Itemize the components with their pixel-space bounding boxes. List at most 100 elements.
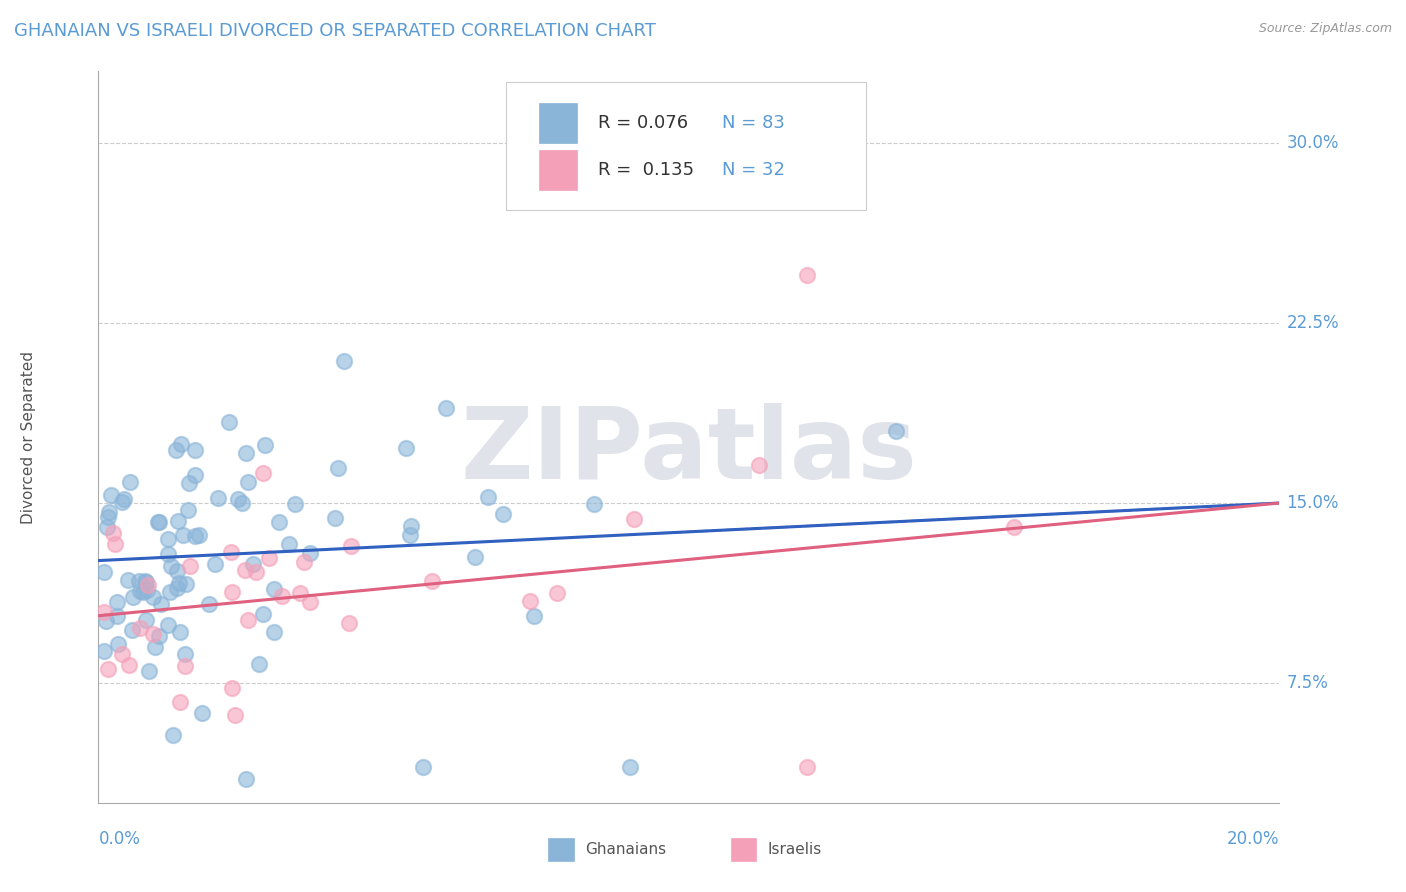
Point (105, 595, 128, 609)
Point (101, 526, 124, 541)
Point (142, 591, 165, 605)
Point (477, 490, 499, 504)
Point (93, 644, 115, 658)
Point (748, 458, 770, 472)
Point (420, 574, 443, 589)
Point (298, 595, 321, 609)
Point (148, 629, 170, 643)
Point (235, 446, 257, 460)
Point (142, 626, 165, 640)
Point (254, 438, 277, 452)
Point (166, 581, 188, 595)
Point (183, 529, 205, 543)
Point (122, 591, 145, 605)
Point (245, 565, 267, 579)
Point (134, 574, 156, 588)
Point (105, 608, 128, 623)
Point (339, 539, 361, 553)
Point (156, 533, 179, 547)
Text: Divorced or Separated: Divorced or Separated (21, 351, 35, 524)
Text: 22.5%: 22.5% (1286, 314, 1339, 332)
Point (157, 618, 180, 632)
Point (233, 563, 256, 577)
Text: 30.0%: 30.0% (1286, 135, 1339, 153)
Point (204, 558, 226, 572)
FancyBboxPatch shape (538, 150, 576, 190)
Point (169, 625, 191, 640)
Point (135, 613, 157, 627)
Point (519, 594, 541, 608)
Point (94, 614, 117, 628)
Point (235, 772, 257, 786)
Point (187, 528, 209, 542)
Point (236, 613, 259, 627)
Point (399, 528, 422, 542)
Point (143, 640, 166, 654)
Point (149, 597, 172, 611)
Point (184, 442, 207, 457)
Point (167, 514, 190, 528)
Point (174, 577, 197, 591)
Point (177, 475, 200, 490)
Point (96, 520, 118, 534)
Point (252, 467, 274, 481)
Point (129, 621, 152, 635)
Text: 15.0%: 15.0% (1286, 494, 1339, 512)
Point (100, 488, 122, 502)
Point (104, 536, 127, 550)
Point (190, 706, 212, 720)
Point (167, 575, 190, 590)
Text: N = 83: N = 83 (723, 114, 785, 132)
Point (1002, 520, 1025, 534)
Point (547, 586, 569, 600)
Point (111, 648, 134, 662)
Point (796, 268, 818, 283)
Point (146, 516, 169, 530)
Point (221, 545, 243, 559)
Point (263, 582, 285, 596)
FancyBboxPatch shape (506, 82, 866, 211)
Point (257, 551, 280, 566)
Point (231, 496, 253, 510)
Point (221, 585, 243, 599)
Point (337, 615, 360, 630)
FancyBboxPatch shape (538, 103, 576, 143)
Point (118, 475, 141, 489)
Point (97, 510, 120, 524)
Point (159, 585, 181, 599)
Point (263, 625, 285, 640)
Point (434, 401, 457, 416)
Point (332, 354, 354, 368)
Point (177, 503, 200, 517)
Point (226, 491, 249, 506)
Point (97, 505, 120, 519)
Point (131, 585, 153, 599)
Point (93, 565, 115, 579)
Point (183, 467, 205, 482)
Point (112, 491, 135, 506)
Point (162, 728, 184, 742)
Point (326, 460, 349, 475)
Point (174, 659, 197, 673)
Point (138, 664, 160, 678)
Point (166, 564, 188, 578)
Point (221, 681, 243, 695)
Point (159, 558, 181, 573)
Text: N = 32: N = 32 (723, 161, 785, 178)
Point (464, 549, 486, 564)
Point (224, 707, 246, 722)
Text: Ghanaians: Ghanaians (585, 842, 666, 857)
Point (492, 507, 515, 521)
Point (247, 657, 270, 672)
Point (207, 491, 229, 505)
Text: Source: ZipAtlas.com: Source: ZipAtlas.com (1258, 22, 1392, 36)
Point (129, 584, 152, 599)
Point (399, 518, 422, 533)
Point (323, 511, 346, 525)
Point (236, 475, 259, 490)
Text: GHANAIAN VS ISRAELI DIVORCED OR SEPARATED CORRELATION CHART: GHANAIAN VS ISRAELI DIVORCED OR SEPARATE… (14, 22, 657, 40)
Point (121, 624, 143, 638)
Point (619, 760, 641, 774)
Point (277, 537, 299, 551)
Point (284, 497, 307, 511)
